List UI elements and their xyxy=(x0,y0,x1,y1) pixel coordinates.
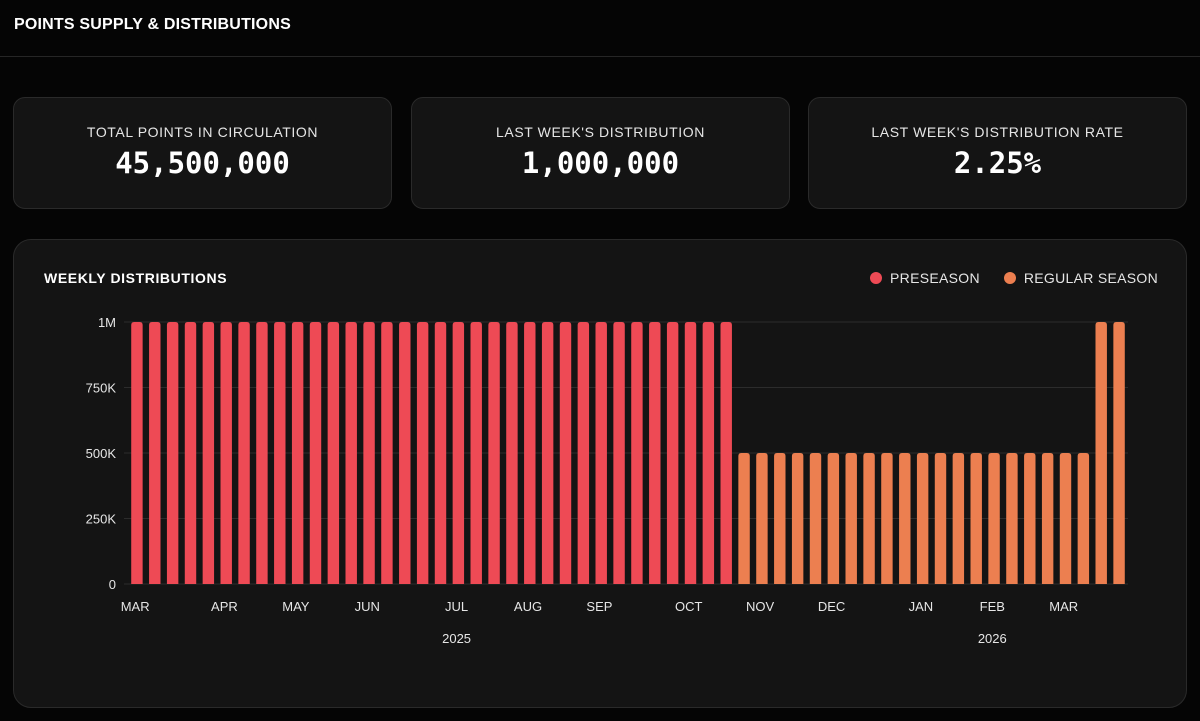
x-tick-label: MAR xyxy=(121,599,150,614)
stat-value: 2.25% xyxy=(953,146,1042,180)
y-tick-label: 250K xyxy=(86,512,117,527)
legend-label: REGULAR SEASON xyxy=(1023,270,1158,286)
stat-card-distribution-rate: LAST WEEK'S DISTRIBUTION RATE 2.25% xyxy=(808,97,1187,209)
x-tick-label: MAY xyxy=(282,599,310,614)
bar-regular-season[interactable] xyxy=(916,453,929,584)
bar-preseason[interactable] xyxy=(309,322,322,584)
bar-regular-season[interactable] xyxy=(1077,453,1090,584)
bar-preseason[interactable] xyxy=(131,322,143,584)
stat-label: LAST WEEK'S DISTRIBUTION RATE xyxy=(871,124,1124,140)
bar-preseason[interactable] xyxy=(256,322,268,584)
bar-regular-season[interactable] xyxy=(738,453,750,584)
bar-regular-season[interactable] xyxy=(863,453,875,584)
legend-item-preseason: PRESEASON xyxy=(870,270,980,286)
bar-regular-season[interactable] xyxy=(881,453,893,584)
bar-preseason[interactable] xyxy=(666,322,679,584)
bar-preseason[interactable] xyxy=(327,322,340,584)
bar-preseason[interactable] xyxy=(220,322,232,584)
weekly-distributions-chart: 0 250K 500K 750K 1M MAR APR MAY JUN JUL AUG SEP OCT N… xyxy=(86,315,1128,646)
bar-preseason[interactable] xyxy=(166,322,179,584)
x-tick-label: AUG xyxy=(514,599,542,614)
bar-preseason[interactable] xyxy=(381,322,393,584)
stat-value: 1,000,000 xyxy=(521,146,680,180)
x-tick-label: MAR xyxy=(1049,599,1078,614)
bar-preseason[interactable] xyxy=(595,322,607,584)
bar-preseason[interactable] xyxy=(274,322,286,584)
bar-preseason[interactable] xyxy=(506,322,518,584)
bar-preseason[interactable] xyxy=(720,322,732,584)
x-tick-label: JUL xyxy=(445,599,468,614)
bar-preseason[interactable] xyxy=(184,322,197,584)
y-tick-label: 0 xyxy=(109,577,116,592)
bar-preseason[interactable] xyxy=(488,322,500,584)
bar-preseason[interactable] xyxy=(702,322,715,584)
x-tick-label: NOV xyxy=(746,599,775,614)
x-tick-label: APR xyxy=(211,599,238,614)
bar-preseason[interactable] xyxy=(649,322,661,584)
bar-preseason[interactable] xyxy=(399,322,411,584)
bar-regular-season[interactable] xyxy=(1024,453,1036,584)
bar-preseason[interactable] xyxy=(631,322,643,584)
x-tick-label: JAN xyxy=(909,599,934,614)
bar-preseason[interactable] xyxy=(238,322,250,584)
bar-regular-season[interactable] xyxy=(756,453,768,584)
bar-regular-season[interactable] xyxy=(988,453,1000,584)
page-header: POINTS SUPPLY & DISTRIBUTIONS xyxy=(0,0,1200,57)
year-label: 2026 xyxy=(978,631,1007,646)
bar-regular-season[interactable] xyxy=(845,453,857,584)
page-title: POINTS SUPPLY & DISTRIBUTIONS xyxy=(14,16,291,33)
bar-regular-season[interactable] xyxy=(1113,322,1125,584)
bar-regular-season[interactable] xyxy=(1041,453,1054,584)
bar-regular-season[interactable] xyxy=(952,453,965,584)
bar-preseason[interactable] xyxy=(363,322,375,584)
x-tick-label: OCT xyxy=(675,599,703,614)
y-tick-label: 750K xyxy=(86,381,117,396)
stat-card-total-points: TOTAL POINTS IN CIRCULATION 45,500,000 xyxy=(13,97,392,209)
stat-label: LAST WEEK'S DISTRIBUTION xyxy=(496,124,705,140)
chart-legend: PRESEASON REGULAR SEASON xyxy=(870,270,1158,286)
bar-regular-season[interactable] xyxy=(827,453,840,584)
bar-preseason[interactable] xyxy=(559,322,572,584)
bar-regular-season[interactable] xyxy=(809,453,822,584)
bar-regular-season[interactable] xyxy=(899,453,911,584)
legend-dot-icon xyxy=(870,272,883,284)
bar-regular-season[interactable] xyxy=(1095,322,1107,584)
bar-preseason[interactable] xyxy=(416,322,429,584)
stat-label: TOTAL POINTS IN CIRCULATION xyxy=(86,124,319,140)
bar-preseason[interactable] xyxy=(452,322,465,584)
y-tick-label: 1M xyxy=(98,315,116,330)
legend-item-regular-season: REGULAR SEASON xyxy=(1003,270,1158,286)
bar-regular-season[interactable] xyxy=(774,453,786,584)
bar-regular-season[interactable] xyxy=(1059,453,1072,584)
x-tick-label: JUN xyxy=(355,599,380,614)
bar-preseason[interactable] xyxy=(577,322,590,584)
x-tick-label: SEP xyxy=(586,599,612,614)
legend-label: PRESEASON xyxy=(890,270,980,286)
stat-value: 45,500,000 xyxy=(115,146,290,180)
bar-preseason[interactable] xyxy=(345,322,357,584)
bar-preseason[interactable] xyxy=(470,322,482,584)
bar-regular-season[interactable] xyxy=(1006,453,1018,584)
stat-card-last-week-distribution: LAST WEEK'S DISTRIBUTION 1,000,000 xyxy=(411,97,790,209)
x-tick-label: DEC xyxy=(818,599,845,614)
bar-regular-season[interactable] xyxy=(791,453,804,584)
weekly-distributions-card: 0 250K 500K 750K 1M MAR APR MAY JUN JUL AUG SEP OCT N… xyxy=(13,239,1187,708)
bar-preseason[interactable] xyxy=(541,322,554,584)
chart-title: WEEKLY DISTRIBUTIONS xyxy=(44,270,228,286)
bar-regular-season[interactable] xyxy=(970,453,982,584)
bar-regular-season[interactable] xyxy=(934,453,947,584)
bar-preseason[interactable] xyxy=(434,322,447,584)
bar-preseason[interactable] xyxy=(524,322,536,584)
x-tick-label: FEB xyxy=(980,599,1005,614)
legend-dot-icon xyxy=(1003,272,1016,284)
year-label: 2025 xyxy=(442,631,471,646)
bar-preseason[interactable] xyxy=(613,322,625,584)
bar-preseason[interactable] xyxy=(149,322,161,584)
bar-preseason[interactable] xyxy=(684,322,697,584)
y-tick-label: 500K xyxy=(86,446,117,461)
bar-preseason[interactable] xyxy=(202,322,215,584)
bar-preseason[interactable] xyxy=(291,322,304,584)
